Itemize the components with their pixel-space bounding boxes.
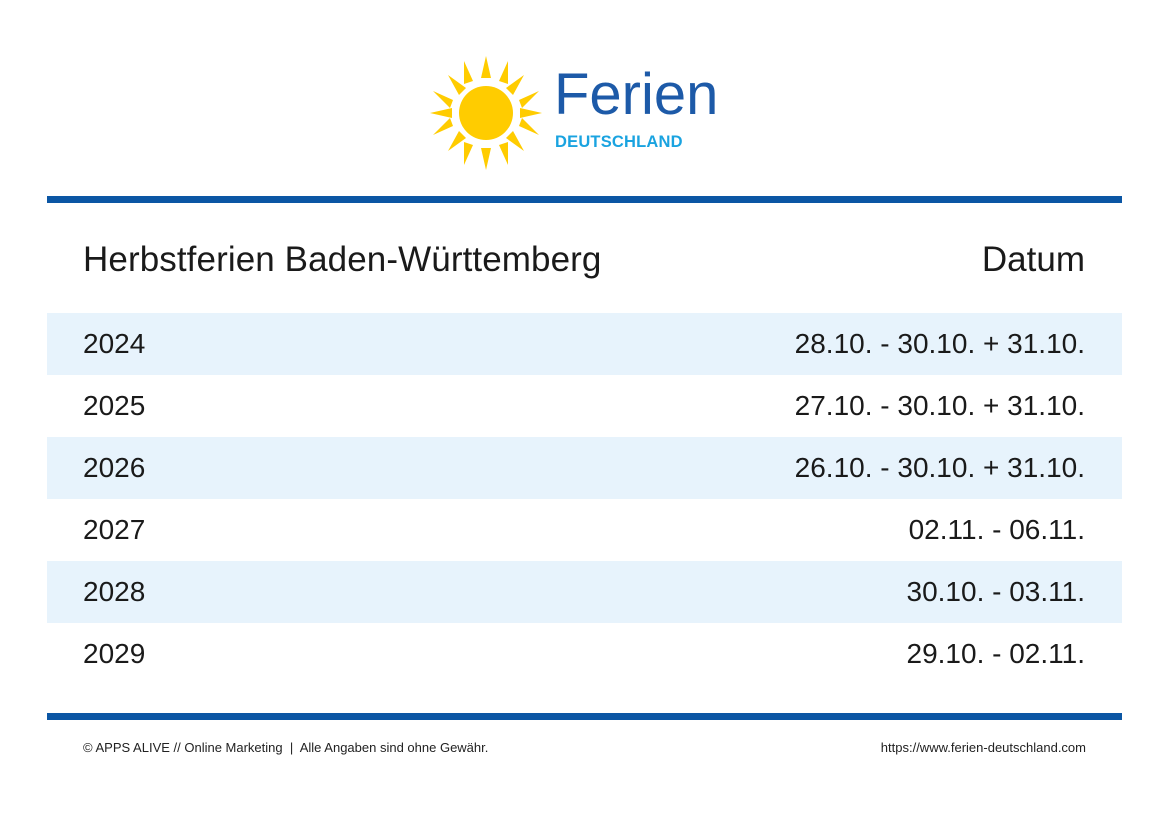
year-cell: 2028 bbox=[83, 576, 146, 607]
table-row: 2028 30.10. - 03.11. bbox=[47, 561, 1122, 623]
year-cell: 2029 bbox=[83, 638, 146, 669]
table-row: 2029 29.10. - 02.11. bbox=[47, 623, 1122, 685]
date-cell: 29.10. - 02.11. bbox=[906, 638, 1086, 669]
table-row: 2025 27.10. - 30.10. + 31.10. bbox=[47, 375, 1122, 437]
date-cell: 28.10. - 30.10. + 31.10. bbox=[794, 328, 1085, 359]
date-cell: 26.10. - 30.10. + 31.10. bbox=[794, 452, 1085, 483]
top-divider bbox=[47, 196, 1122, 203]
date-cell: 30.10. - 03.11. bbox=[906, 576, 1086, 607]
date-cell: 27.10. - 30.10. + 31.10. bbox=[794, 390, 1085, 421]
date-column-header: Datum bbox=[981, 240, 1085, 279]
holiday-table: 2024 28.10. - 30.10. + 31.10. 2025 27.10… bbox=[47, 313, 1122, 685]
logo-subtitle: DEUTSCHLAND bbox=[555, 133, 683, 151]
footer-url: https://www.ferien-deutschland.com bbox=[880, 740, 1086, 755]
logo-wordmark: Ferien bbox=[554, 62, 719, 127]
year-cell: 2025 bbox=[83, 390, 146, 421]
table-row: 2026 26.10. - 30.10. + 31.10. bbox=[47, 437, 1122, 499]
footer-disclaimer: © APPS ALIVE // Online Marketing | Alle … bbox=[83, 740, 489, 755]
date-cell: 02.11. - 06.11. bbox=[908, 514, 1085, 545]
sun-icon bbox=[430, 56, 542, 170]
year-cell: 2027 bbox=[83, 514, 146, 545]
table-row: 2027 02.11. - 06.11. bbox=[47, 499, 1122, 561]
ferien-deutschland-logo: Ferien DEUTSCHLAND bbox=[428, 56, 738, 176]
year-cell: 2026 bbox=[83, 452, 146, 483]
table-title: Herbstferien Baden-Württemberg bbox=[83, 240, 602, 279]
table-row: 2024 28.10. - 30.10. + 31.10. bbox=[47, 313, 1122, 375]
year-cell: 2024 bbox=[83, 328, 146, 359]
bottom-divider bbox=[47, 713, 1122, 720]
table-header: Herbstferien Baden-Württemberg Datum bbox=[47, 232, 1122, 288]
